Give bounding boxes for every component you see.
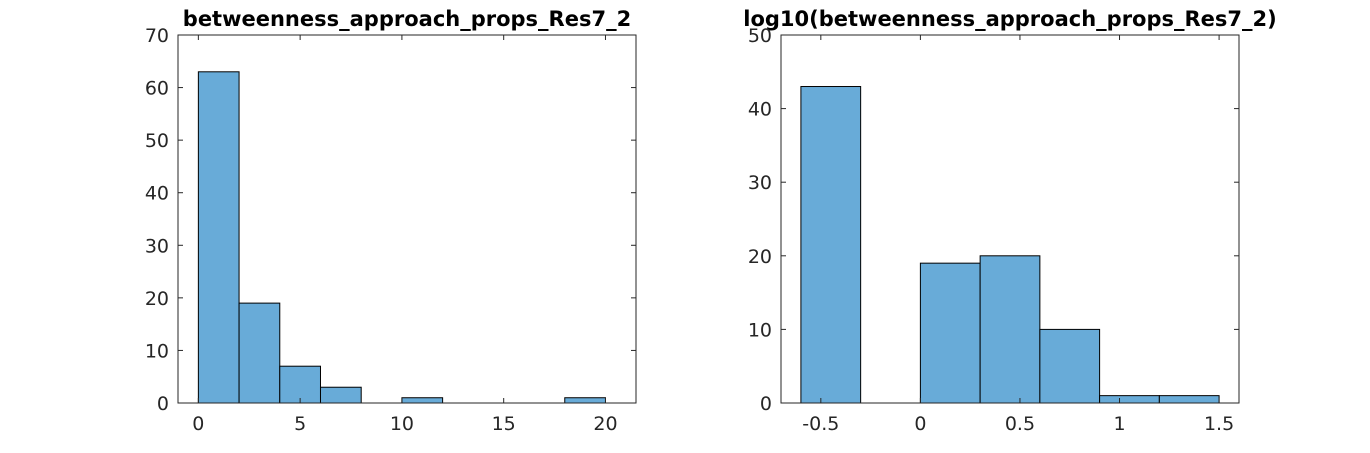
y-tick-label: 30	[145, 235, 169, 257]
y-tick-label: 40	[145, 183, 169, 205]
chart-title-right: log10(betweenness_approach_props_Res7_2)	[743, 7, 1277, 31]
y-tick-label: 50	[748, 25, 772, 47]
histogram-chart-right: log10(betweenness_approach_props_Res7_2)…	[743, 7, 1277, 435]
x-tick-label: 5	[294, 413, 306, 435]
x-tick-label: 1.5	[1204, 413, 1234, 435]
y-tick-label: 10	[748, 319, 772, 341]
y-ticks-right: 0 10 20 30 40 50	[748, 25, 1239, 415]
histogram-bar	[401, 397, 444, 404]
y-tick-label: 0	[760, 393, 772, 415]
x-tick-label: 15	[492, 413, 516, 435]
x-tick-label: 10	[390, 413, 414, 435]
histogram-bar	[1158, 395, 1220, 404]
histogram-bar	[238, 302, 281, 404]
histogram-bar	[919, 262, 981, 404]
x-tick-label: 0	[192, 413, 204, 435]
y-tick-label: 0	[157, 393, 169, 415]
bars-right	[800, 86, 1220, 404]
plot-frame-left	[177, 34, 637, 404]
histogram-bar	[319, 386, 362, 404]
y-tick-label: 30	[748, 172, 772, 194]
x-tick-label: 20	[593, 413, 617, 435]
x-ticks-right: -0.5 0 0.5 1 1.5	[802, 35, 1234, 435]
histogram-bar	[800, 86, 862, 404]
plot-frame-right	[780, 34, 1240, 404]
bars-left	[197, 71, 606, 404]
y-tick-label: 60	[145, 78, 169, 100]
y-tick-label: 50	[145, 130, 169, 152]
histogram-bar	[979, 255, 1041, 404]
histogram-bar	[197, 71, 240, 404]
y-ticks-left: 0 10 20 30 40 50 60 70	[145, 25, 636, 415]
x-tick-label: 1	[1113, 413, 1125, 435]
y-tick-label: 70	[145, 25, 169, 47]
chart-title-left: betweenness_approach_props_Res7_2	[183, 7, 631, 31]
histogram-bar	[1099, 395, 1160, 404]
histogram-bar	[1039, 328, 1101, 404]
x-tick-label: -0.5	[802, 413, 839, 435]
y-tick-label: 40	[748, 99, 772, 121]
y-tick-label: 10	[145, 340, 169, 362]
x-tick-label: 0.5	[1005, 413, 1035, 435]
x-tick-label: 0	[914, 413, 926, 435]
histogram-chart-left: betweenness_approach_props_Res7_2 0 5 10 15…	[145, 7, 637, 435]
histogram-bar	[279, 365, 321, 404]
y-tick-label: 20	[748, 246, 772, 268]
x-ticks-left: 0 5 10 15 20	[192, 35, 618, 435]
histogram-bar	[564, 397, 606, 404]
y-tick-label: 20	[145, 288, 169, 310]
